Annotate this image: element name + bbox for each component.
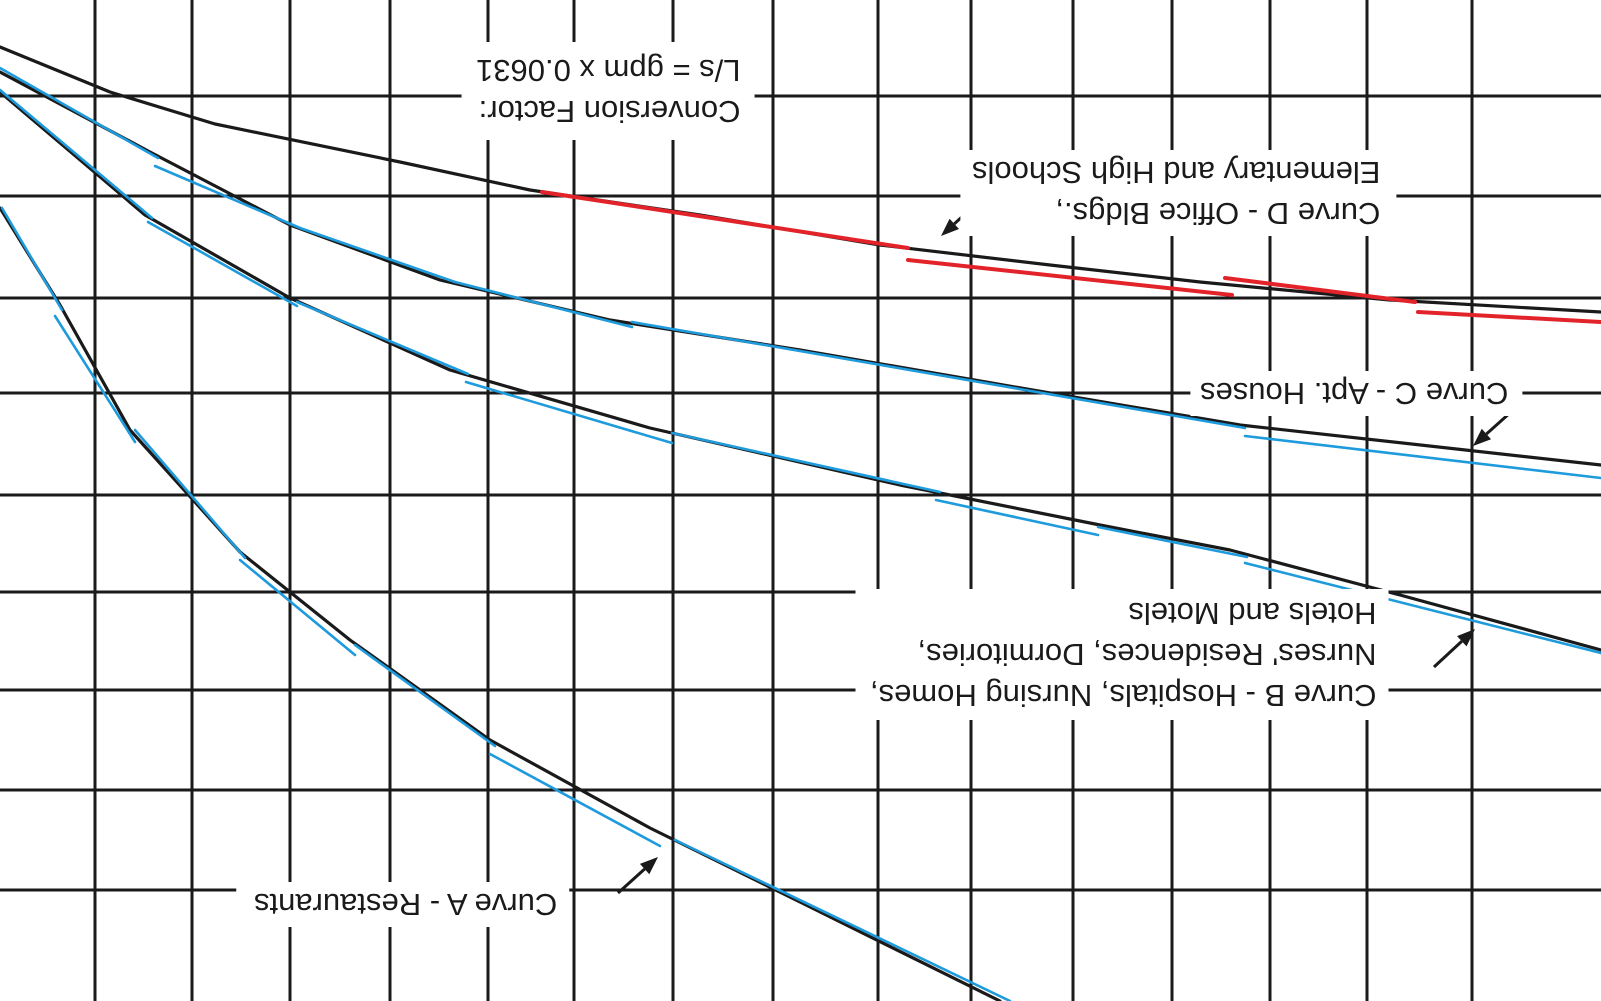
curve-b-arrow [1432,629,1475,669]
curve-d-overlay-segment-4 [1416,310,1601,324]
overlay-segments [0,66,1601,1001]
curve-a-arrow-head [639,857,658,875]
curve-b-arrow-head [1457,629,1475,647]
curve-c-overlay-segment-6 [1243,434,1601,480]
curve-c-overlay-segment-2 [153,164,302,230]
curve-a-label: Curve A - Restaurants [236,882,570,927]
curve-d-overlay-segment-3 [1223,276,1417,304]
curve-b-overlay-segment-8 [1243,561,1601,655]
curve-c-overlay-segment-3 [298,226,457,284]
curve-d-overlay-segment-1 [540,190,910,250]
curve-b-label-line-1: Curve B - Hospitals, Nursing Homes, [870,678,1377,713]
curve-a-overlay-segment-4 [238,558,357,657]
curve-a-overlay-segment-5 [353,643,497,748]
curve-d-overlay-segment-2 [906,258,1234,297]
curve-b-overlay-segment-2 [146,220,299,308]
curve-d-arrow-head [941,218,960,236]
curve-d-label-line-2: Elementary and High Schools [972,155,1381,190]
curve-c-overlay-segment-1 [0,66,160,160]
curve-c-overlay-segment-5 [630,320,1247,430]
curve-b-arrow-shaft [1432,640,1463,669]
curve-b-label: Curve B - Hospitals, Nursing Homes, Nurs… [856,589,1389,720]
curve-a-label-line-1: Curve A - Restaurants [254,887,558,922]
curve-c-line [0,70,1601,467]
curve-b-overlay-segment-5 [670,431,942,494]
conversion-factor-line-1: Conversion Factor: [478,94,741,129]
curve-b-overlay-segment-1 [0,88,154,220]
conversion-factor-label: Conversion Factor: L/s = gpm x 0.0631 [462,42,755,140]
curve-b-overlay-segment-6 [934,498,1100,537]
curve-b-overlay-segment-4 [464,380,674,445]
curve-a-overlay-segment-7 [673,838,1012,1001]
curve-c-arrow [1473,410,1513,446]
curve-b-label-line-3: Hotels and Motels [1128,596,1377,631]
curve-c-label: Curve C - Apt. Houses [1190,371,1523,416]
curve-d-label-line-1: Curve D - Office Bldgs., [1055,196,1381,231]
curve-c-label-line-1: Curve C - Apt. Houses [1200,376,1509,411]
curve-a-arrow [616,857,658,895]
curve-c-overlay-segment-4 [453,280,634,329]
conversion-factor-line-2: L/s = gpm x 0.0631 [476,53,741,88]
curve-a-overlay-segment-1 [0,206,64,312]
curve-c-arrow-head [1473,428,1492,446]
curve-d-label: Curve D - Office Bldgs., Elementary and … [960,150,1397,236]
curve-a-overlay-segment-2 [53,314,137,444]
curve-b-overlay-segment-3 [295,300,470,376]
curve-b-label-line-2: Nurses' Residences, Dormitories, [917,637,1377,672]
curve-a-overlay-segment-6 [488,752,662,848]
curve-b-overlay-segment-7 [1096,525,1249,559]
curve-a-overlay-segment-3 [133,428,247,560]
curve-a-arrow-shaft [616,867,646,895]
